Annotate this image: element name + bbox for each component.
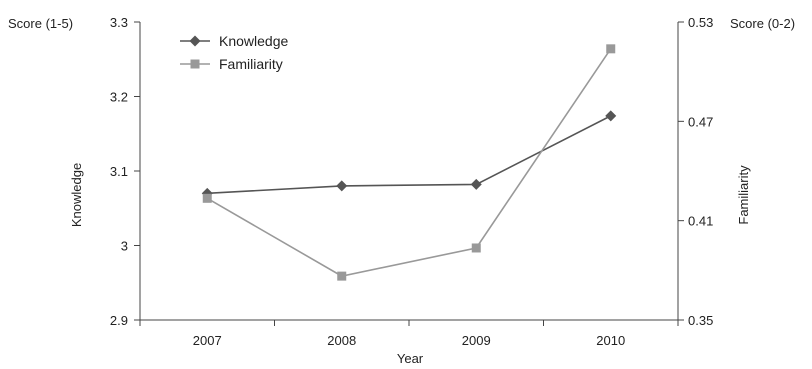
legend-label-familiarity: Familiarity xyxy=(219,56,283,72)
data-point-familiarity xyxy=(606,44,616,54)
series-line-familiarity xyxy=(206,48,612,277)
data-point-knowledge xyxy=(605,110,617,122)
x-tick-label: 2008 xyxy=(327,333,356,348)
right-y-ticks: 0.35 0.41 0.47 0.53 xyxy=(678,15,713,328)
x-tick-label: 2010 xyxy=(596,333,625,348)
data-point-familiarity xyxy=(471,243,481,253)
left-unit-label: Score (1-5) xyxy=(8,16,73,31)
legend: Knowledge Familiarity xyxy=(180,33,288,72)
legend-label-knowledge: Knowledge xyxy=(219,33,288,49)
series-layer xyxy=(201,44,617,281)
left-tick-label: 3.2 xyxy=(110,90,128,105)
x-ticks: 2007 2008 2009 2010 xyxy=(139,320,679,348)
left-tick-label: 3.1 xyxy=(110,164,128,179)
right-tick-label: 0.35 xyxy=(688,313,713,328)
right-tick-label: 0.53 xyxy=(688,15,713,30)
data-point-knowledge xyxy=(336,180,348,192)
x-tick-label: 2007 xyxy=(193,333,222,348)
series-line-knowledge xyxy=(207,115,612,195)
right-tick-label: 0.47 xyxy=(688,114,713,129)
right-axis-title: Familiarity xyxy=(736,165,751,225)
left-axis-title: Knowledge xyxy=(69,163,84,227)
left-y-ticks: 2.9 3 3.1 3.2 3.3 xyxy=(110,15,140,328)
data-point-familiarity xyxy=(202,193,212,203)
right-unit-label: Score (0-2) xyxy=(730,16,795,31)
data-point-familiarity xyxy=(337,271,347,281)
x-axis-title: Year xyxy=(397,351,424,366)
left-tick-label: 3.3 xyxy=(110,15,128,30)
right-tick-label: 0.41 xyxy=(688,214,713,229)
x-tick-label: 2009 xyxy=(462,333,491,348)
legend-marker-familiarity xyxy=(190,59,200,69)
left-tick-label: 3 xyxy=(121,239,128,254)
legend-marker-knowledge xyxy=(189,35,201,47)
left-tick-label: 2.9 xyxy=(110,313,128,328)
data-point-knowledge xyxy=(470,178,482,190)
